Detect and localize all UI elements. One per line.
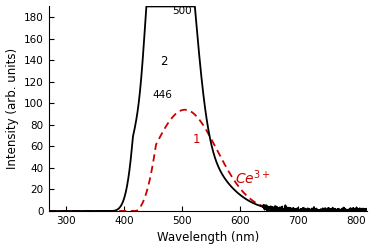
Text: 1: 1 [192,134,200,146]
Text: 500: 500 [172,6,192,16]
X-axis label: Wavelength (nm): Wavelength (nm) [157,232,259,244]
Text: Ce$^{3+}$: Ce$^{3+}$ [235,169,271,187]
Text: 446: 446 [153,90,172,100]
Text: 2: 2 [160,55,167,68]
Y-axis label: Intensity (arb. units): Intensity (arb. units) [6,48,19,169]
